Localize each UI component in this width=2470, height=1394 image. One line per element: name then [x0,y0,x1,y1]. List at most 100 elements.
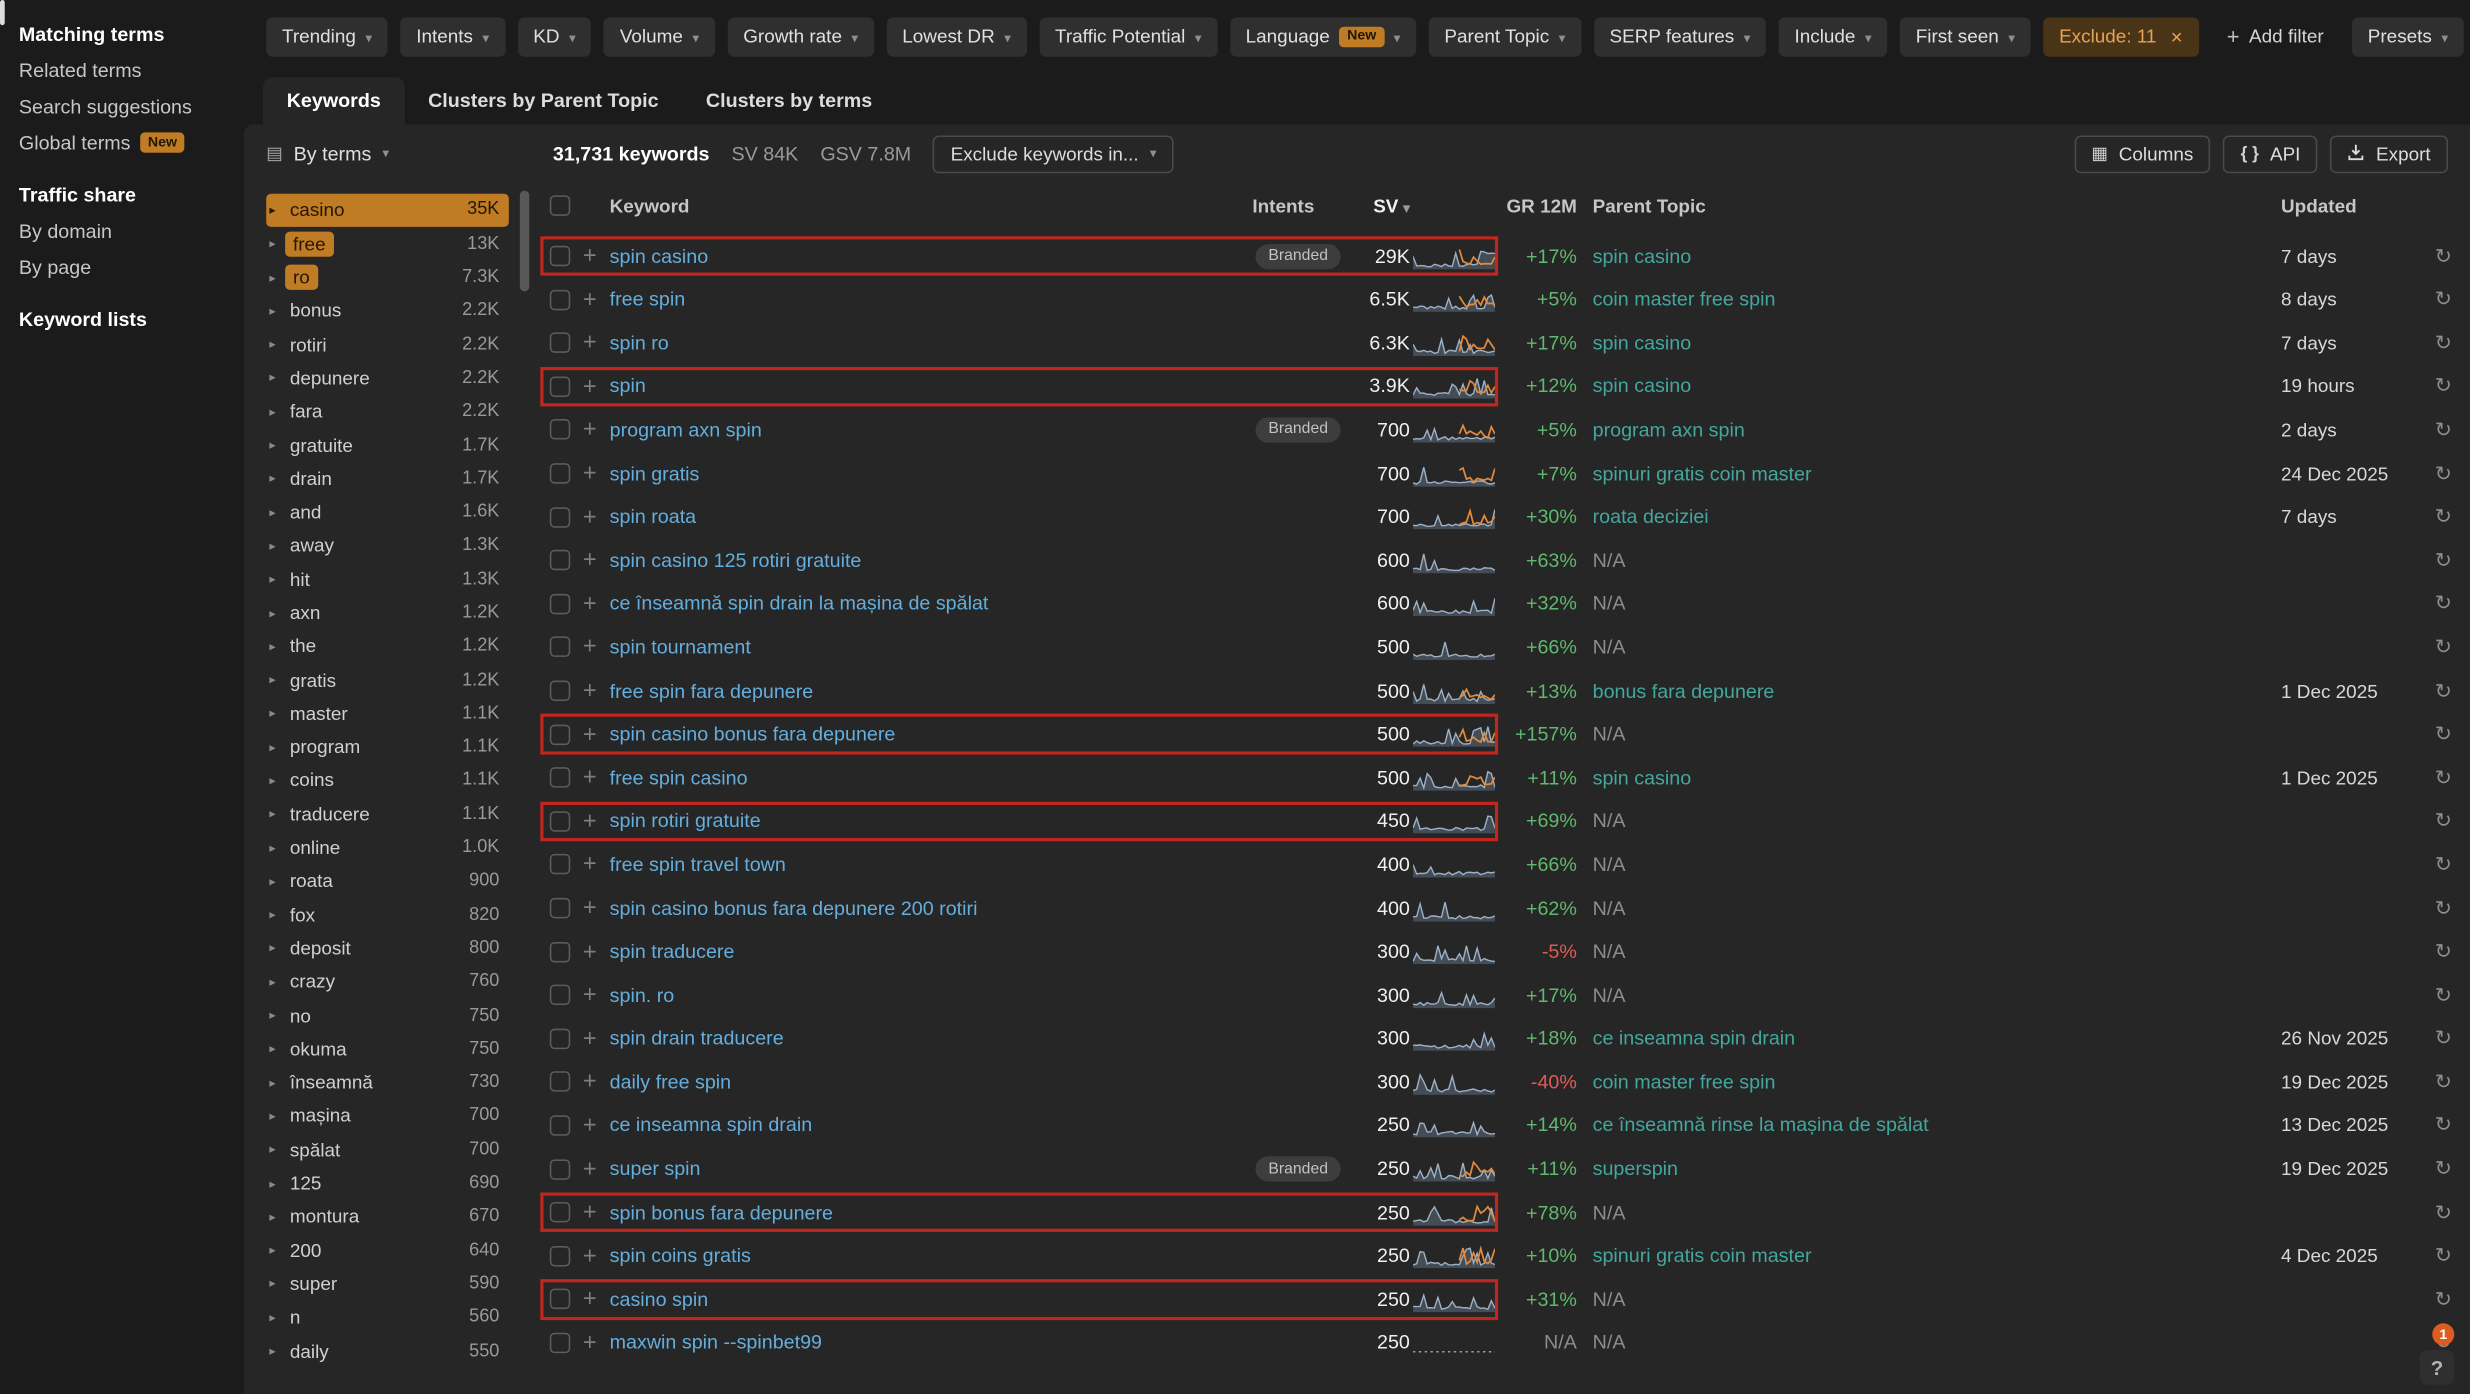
row-checkbox[interactable] [549,376,571,397]
add-keyword-icon[interactable]: + [582,329,597,357]
expand-caret-icon[interactable]: ▸ [269,505,276,520]
refresh-icon[interactable]: ↻ [2434,504,2452,528]
row-checkbox[interactable] [549,941,571,962]
facet-term-program[interactable]: ▸ program 1.1K [266,730,509,764]
keyword-link[interactable]: spin. ro [609,984,675,1007]
expand-caret-icon[interactable]: ▸ [269,471,276,486]
keyword-link[interactable]: super spin [609,1157,701,1180]
facet-term-traducere[interactable]: ▸ traducere 1.1K [266,797,509,831]
add-keyword-icon[interactable]: + [582,590,597,618]
refresh-icon[interactable]: ↻ [2434,678,2452,702]
facet-term-no[interactable]: ▸ no 750 [266,999,509,1033]
keyword-link[interactable]: daily free spin [609,1071,732,1094]
sidebar-item-by-page[interactable]: By page [19,249,244,285]
facet-term-ro[interactable]: ▸ ro 7.3K [266,261,509,295]
tab-clusters-by-terms[interactable]: Clusters by terms [705,89,873,112]
add-filter-button[interactable]: + Add filter [2211,16,2339,58]
parent-topic-link[interactable]: spin casino [1592,375,1692,398]
add-keyword-icon[interactable]: + [582,373,597,400]
export-button[interactable]: Export [2330,135,2449,173]
refresh-icon[interactable]: ↻ [2434,1156,2452,1180]
facet-term-nseamn[interactable]: ▸ înseamnă 730 [266,1066,509,1100]
exclude-keywords-button[interactable]: Exclude keywords in... ▾ [933,135,1174,173]
add-keyword-icon[interactable]: + [582,547,597,574]
expand-caret-icon[interactable]: ▸ [269,1075,276,1090]
parent-topic-link[interactable]: bonus fara depunere [1592,679,1775,702]
add-keyword-icon[interactable]: + [582,503,597,531]
facet-term-bonus[interactable]: ▸ bonus 2.2K [266,294,509,328]
facet-term-ma-ina[interactable]: ▸ mașina 700 [266,1099,509,1133]
add-keyword-icon[interactable]: + [582,807,597,835]
refresh-icon[interactable]: ↻ [2434,634,2452,659]
expand-caret-icon[interactable]: ▸ [269,1310,276,1325]
facet-term-200[interactable]: ▸ 200 640 [266,1233,509,1267]
expand-caret-icon[interactable]: ▸ [269,773,276,788]
facet-term-casino[interactable]: ▸ casino 35K [266,193,509,227]
row-checkbox[interactable] [549,1289,571,1310]
facet-term-fara[interactable]: ▸ fara 2.2K [266,395,509,429]
facet-term-away[interactable]: ▸ away 1.3K [266,529,509,563]
expand-caret-icon[interactable]: ▸ [269,639,276,654]
facet-term-online[interactable]: ▸ online 1.0K [266,831,509,865]
add-keyword-icon[interactable]: + [582,851,597,879]
add-keyword-icon[interactable]: + [582,633,597,661]
keyword-link[interactable]: free spin travel town [609,853,786,876]
add-keyword-icon[interactable]: + [582,416,597,444]
keyword-link[interactable]: spin [609,375,646,398]
expand-caret-icon[interactable]: ▸ [269,672,276,687]
keyword-link[interactable]: spin bonus fara depunere [609,1201,833,1224]
add-keyword-icon[interactable]: + [582,286,597,313]
refresh-icon[interactable]: ↻ [2434,591,2452,615]
facet-term-and[interactable]: ▸ and 1.6K [266,495,509,529]
refresh-icon[interactable]: ↻ [2434,417,2452,442]
row-checkbox[interactable] [549,637,571,658]
notification-badge[interactable]: 1 [2432,1323,2455,1346]
sidebar-item-search-suggestions[interactable]: Search suggestions [19,88,244,124]
facet-term-gratis[interactable]: ▸ gratis 1.2K [266,663,509,697]
sidebar-scroll-thumb[interactable] [0,0,5,26]
filter-trending[interactable]: Trending ▾ [266,17,388,57]
filter-language[interactable]: Language New ▾ [1229,17,1417,57]
facet-term-n[interactable]: ▸ n 560 [266,1301,509,1335]
expand-caret-icon[interactable]: ▸ [269,270,276,285]
row-checkbox[interactable] [549,289,571,310]
add-keyword-icon[interactable]: + [582,764,597,792]
tab-keywords[interactable]: Keywords [263,76,405,125]
row-checkbox[interactable] [549,1332,571,1354]
parent-topic-link[interactable]: spinuri gratis coin master [1592,462,1812,485]
expand-caret-icon[interactable]: ▸ [269,840,276,855]
facet-term-crazy[interactable]: ▸ crazy 760 [266,965,509,999]
facet-term-deposit[interactable]: ▸ deposit 800 [266,932,509,966]
sidebar-item-matching-terms[interactable]: Matching terms [19,16,244,52]
refresh-icon[interactable]: ↻ [2434,808,2452,833]
parent-topic-link[interactable]: spin casino [1592,332,1692,355]
expand-caret-icon[interactable]: ▸ [269,1243,276,1258]
expand-caret-icon[interactable]: ▸ [269,1176,276,1191]
refresh-icon[interactable]: ↻ [2434,1199,2452,1224]
sidebar-item-by-domain[interactable]: By domain [19,213,244,249]
add-keyword-icon[interactable]: + [582,460,597,487]
parent-topic-link[interactable]: program axn spin [1592,418,1745,442]
sidebar-item-global-terms[interactable]: Global terms New [19,124,244,160]
add-keyword-icon[interactable]: + [582,1199,597,1226]
expand-caret-icon[interactable]: ▸ [269,1142,276,1157]
expand-caret-icon[interactable]: ▸ [269,874,276,889]
refresh-icon[interactable]: ↻ [2434,243,2452,268]
keyword-link[interactable]: spin coins gratis [609,1244,751,1267]
header-keyword[interactable]: Keyword [609,195,690,218]
facet-term-the[interactable]: ▸ the 1.2K [266,630,509,664]
close-icon[interactable]: × [2170,24,2183,49]
facet-term-daily[interactable]: ▸ daily 550 [266,1334,509,1368]
expand-caret-icon[interactable]: ▸ [269,572,276,587]
api-button[interactable]: { } API [2223,135,2318,173]
row-checkbox[interactable] [549,245,571,267]
refresh-icon[interactable]: ↻ [2434,373,2452,398]
keyword-link[interactable]: free spin [609,288,686,311]
row-checkbox[interactable] [549,332,571,354]
keyword-link[interactable]: spin casino bonus fara depunere 200 roti… [609,897,978,920]
facet-term-depunere[interactable]: ▸ depunere 2.2K [266,361,509,395]
select-all-checkbox[interactable] [549,195,571,217]
keyword-link[interactable]: spin roata [609,505,697,528]
refresh-icon[interactable]: ↻ [2434,1286,2452,1311]
help-button[interactable]: ? [2419,1350,2455,1385]
